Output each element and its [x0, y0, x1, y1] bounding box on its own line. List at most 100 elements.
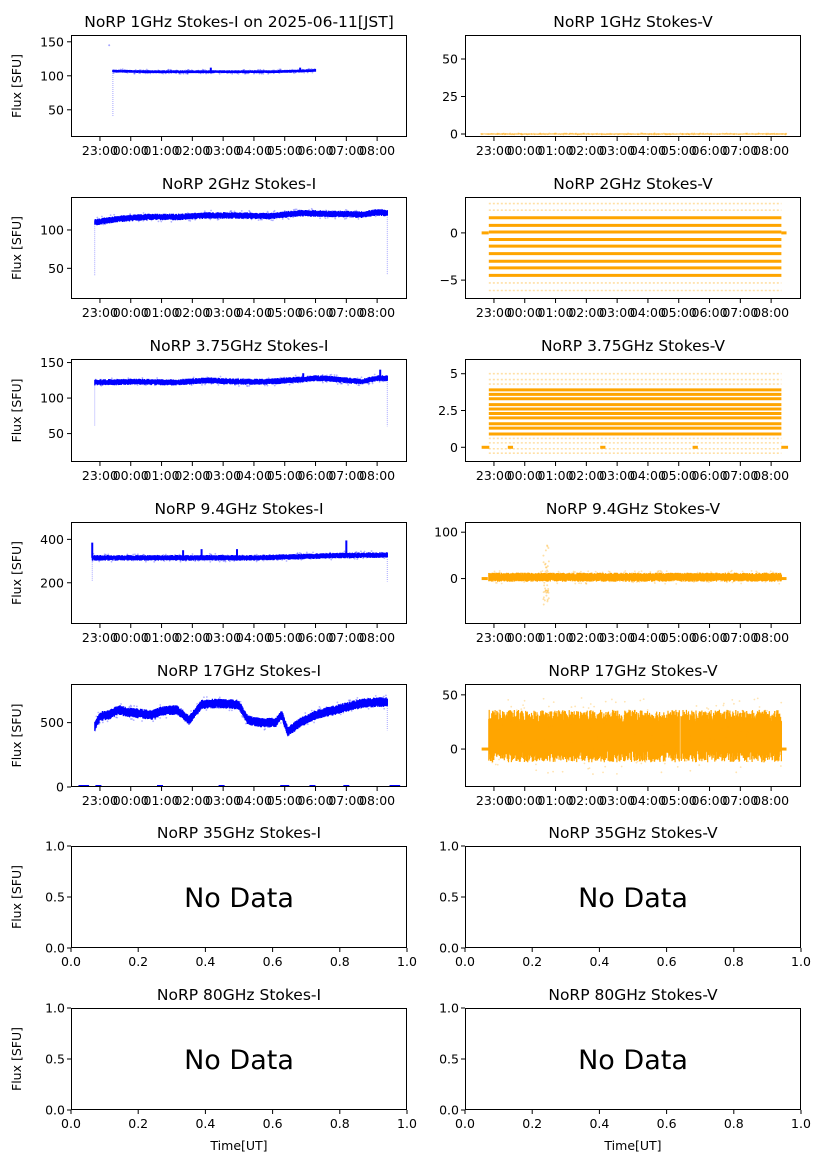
data-point	[542, 603, 545, 606]
no-data-annotation: No Data	[578, 883, 688, 914]
data-point	[131, 718, 133, 720]
data-point	[258, 381, 261, 384]
data-point	[698, 764, 701, 766]
data-point	[224, 701, 227, 704]
data-point	[275, 719, 277, 722]
data-point	[618, 132, 621, 135]
data-point	[293, 72, 295, 75]
data-point	[365, 705, 367, 708]
data-point	[608, 570, 611, 573]
data-point	[206, 705, 209, 708]
data-point	[165, 71, 168, 74]
data-point	[224, 560, 227, 563]
data-point	[480, 133, 483, 136]
data-point	[260, 214, 262, 217]
data-point	[723, 752, 726, 754]
data-point	[543, 581, 546, 584]
data-point	[127, 556, 130, 558]
y-tick-label: 0	[450, 742, 458, 757]
data-point	[197, 559, 200, 562]
data-point	[262, 70, 265, 73]
data-point	[704, 752, 707, 755]
data-point	[250, 218, 253, 221]
data-point	[170, 383, 173, 386]
data-point	[97, 723, 100, 725]
data-point	[175, 71, 178, 74]
data-point	[602, 771, 604, 774]
data-point	[226, 554, 229, 557]
data-point	[102, 219, 105, 222]
data-point	[253, 69, 256, 72]
x-tick-label: 06:00	[692, 793, 728, 808]
data-point	[579, 578, 582, 581]
data-point	[509, 132, 512, 135]
data-point	[104, 223, 107, 226]
axes-frame	[465, 684, 801, 787]
data-point	[587, 132, 590, 135]
data-point	[383, 210, 386, 213]
data-point	[544, 570, 547, 573]
data-point	[357, 384, 360, 386]
data-point	[278, 217, 281, 219]
data-point	[142, 69, 145, 72]
data-point	[147, 213, 150, 216]
data-point	[544, 589, 547, 592]
data-point	[362, 557, 365, 560]
data-point	[163, 70, 166, 72]
data-point	[177, 215, 180, 217]
data-point	[210, 72, 212, 75]
data-point	[355, 698, 357, 701]
data-point	[194, 218, 197, 221]
data-point	[209, 555, 211, 558]
data-point	[233, 560, 236, 562]
data-point	[167, 68, 170, 71]
data-point	[711, 580, 714, 582]
series-stokes-i	[94, 694, 388, 737]
x-tick-label: 00:00	[113, 468, 149, 483]
data-point	[318, 705, 321, 708]
x-tick-label: 00:00	[113, 305, 149, 320]
data-point	[209, 218, 212, 221]
data-point	[209, 71, 212, 74]
data-point	[222, 560, 225, 562]
data-point	[776, 132, 779, 135]
data-point	[573, 575, 576, 578]
data-point	[359, 704, 362, 707]
data-point	[541, 577, 544, 580]
panel-35ghz-v: NoRP 35GHz Stokes-V0.0 0.2 0.4 0.6 0.8 1.00.0…	[439, 824, 811, 969]
data-point	[535, 756, 538, 759]
data-point	[626, 133, 628, 136]
data-point	[489, 578, 491, 580]
plot-area	[91, 540, 388, 582]
data-point	[739, 133, 742, 136]
data-point	[383, 707, 386, 710]
data-point	[699, 132, 702, 135]
data-point	[207, 71, 210, 74]
data-point	[233, 210, 236, 213]
data-point	[585, 580, 588, 583]
data-point	[644, 760, 647, 763]
data-point	[646, 709, 649, 711]
data-point	[650, 133, 653, 136]
data-point	[187, 69, 190, 71]
data-point	[546, 591, 549, 594]
x-tick-label: 1.0	[397, 1116, 417, 1131]
data-point	[319, 212, 322, 214]
x-tick-label: 08:00	[753, 630, 789, 645]
data-point	[119, 216, 122, 219]
data-point	[520, 132, 522, 135]
data-point	[545, 591, 548, 594]
data-point	[546, 545, 549, 548]
data-point	[664, 582, 667, 585]
data-point	[351, 554, 354, 557]
x-tick-label: 08:00	[753, 143, 789, 158]
data-point	[326, 216, 329, 219]
data-point	[272, 72, 275, 75]
data-point	[488, 572, 490, 575]
data-point	[668, 132, 671, 135]
data-point	[357, 552, 360, 554]
data-point	[580, 582, 583, 585]
data-point	[337, 554, 340, 557]
